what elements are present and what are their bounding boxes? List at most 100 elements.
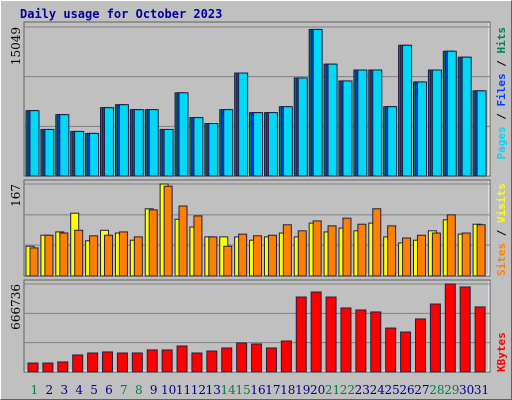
bar: [148, 109, 159, 177]
bar: [44, 128, 55, 177]
bar: [297, 77, 308, 177]
bar: [312, 28, 323, 177]
bar: [116, 352, 128, 373]
bar: [357, 223, 367, 277]
bar: [385, 327, 397, 373]
bar: [416, 81, 427, 177]
bar: [297, 230, 307, 277]
bar: [431, 232, 441, 277]
bar: [400, 331, 412, 373]
bar: [461, 232, 471, 277]
bar: [178, 92, 189, 177]
bar: [387, 225, 397, 277]
bar: [265, 347, 277, 373]
legend-entry: KBytes: [495, 332, 508, 372]
bar: [325, 296, 337, 373]
x-tick-label: 17: [265, 383, 280, 397]
y-tick-label: 15049: [9, 27, 23, 65]
legend-separator: /: [495, 107, 508, 127]
bar: [163, 128, 174, 177]
x-tick-label: 20: [310, 383, 325, 397]
bar: [74, 229, 84, 277]
x-tick-label: 2: [46, 383, 54, 397]
bar: [416, 234, 426, 277]
bar: [474, 306, 486, 373]
bar: [282, 106, 293, 177]
bar: [42, 362, 54, 373]
bar: [280, 340, 292, 373]
chart-title: Daily usage for October 2023: [20, 7, 222, 21]
bar: [267, 234, 277, 277]
bar: [221, 347, 233, 373]
legend-entry: Files: [495, 73, 508, 106]
legend-entry: Pages: [495, 126, 508, 159]
bar: [446, 214, 456, 277]
bar: [29, 247, 39, 277]
bar: [163, 185, 173, 277]
x-tick-label: 7: [120, 383, 128, 397]
bar: [44, 234, 54, 277]
bar: [310, 291, 322, 373]
bar: [402, 44, 413, 177]
bar: [476, 224, 486, 277]
y-tick-label: 167: [9, 184, 23, 207]
bar: [387, 106, 398, 177]
bar: [118, 104, 129, 177]
legend-entry: Hits: [495, 27, 508, 54]
bar: [29, 110, 40, 177]
bar: [59, 114, 70, 177]
bar: [208, 123, 219, 177]
x-tick-label: 24: [370, 383, 386, 397]
bar: [223, 109, 234, 177]
bar: [355, 309, 367, 373]
x-tick-label: 11: [176, 383, 191, 397]
bar: [414, 318, 426, 373]
bar: [89, 235, 99, 277]
x-tick-label: 12: [191, 383, 206, 397]
bar: [133, 109, 144, 177]
legend-entry: Visits: [495, 183, 508, 223]
bar: [74, 130, 85, 177]
legend: Sites / Visits: [495, 183, 508, 276]
bar: [176, 345, 188, 373]
bar: [446, 50, 457, 177]
bar: [87, 352, 99, 373]
x-tick-label: 27: [414, 383, 429, 397]
bar: [312, 220, 322, 277]
bar: [476, 90, 487, 177]
bar: [102, 351, 114, 373]
x-tick-label: 9: [150, 383, 158, 397]
y-tick-label: 666736: [9, 284, 23, 330]
bar: [340, 307, 352, 373]
bar: [59, 232, 69, 277]
x-tick-label: 4: [75, 383, 83, 397]
x-tick-label: 18: [280, 383, 295, 397]
legend-separator: /: [495, 54, 508, 74]
bar: [372, 208, 382, 277]
bar: [133, 236, 143, 277]
bar: [429, 303, 441, 373]
x-tick-label: 29: [444, 383, 459, 397]
x-tick-label: 16: [250, 383, 265, 397]
legend-separator: /: [495, 223, 508, 243]
x-tick-label: 10: [161, 383, 176, 397]
x-tick-label: 14: [221, 383, 237, 397]
bar: [148, 209, 158, 277]
x-tick-label: 21: [325, 383, 340, 397]
x-tick-label: 5: [90, 383, 98, 397]
legend: Pages / Files / Hits: [495, 27, 508, 160]
bar: [104, 107, 115, 177]
bar: [342, 217, 352, 277]
bar: [459, 286, 471, 373]
bar: [267, 112, 278, 177]
bar: [253, 235, 263, 277]
bar: [327, 225, 337, 277]
x-tick-label: 30: [459, 383, 474, 397]
bar: [191, 352, 203, 373]
bar: [342, 80, 353, 177]
x-tick-label: 6: [105, 383, 113, 397]
x-tick-label: 23: [355, 383, 370, 397]
bar: [402, 237, 412, 277]
bar: [104, 234, 114, 277]
